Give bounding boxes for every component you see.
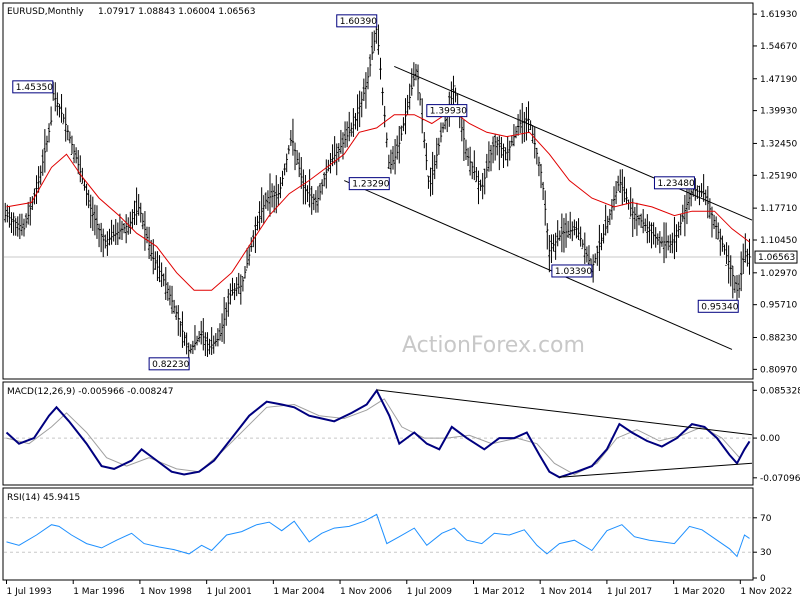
watermark: ActionForex.com bbox=[402, 333, 585, 358]
rsi-y-tick-label: 0 bbox=[760, 574, 766, 584]
x-tick-label: 1 Mar 2004 bbox=[273, 587, 325, 597]
moving-average-line bbox=[6, 109, 750, 291]
price-annotation-box bbox=[653, 176, 695, 190]
x-tick-label: 1 Nov 1998 bbox=[140, 587, 192, 597]
macd-y-tick-label: 0.00 bbox=[760, 434, 780, 444]
price-y-tick-label: 1.25190 bbox=[760, 171, 797, 181]
current-price-label: 1.06563 bbox=[758, 253, 795, 263]
price-trend-line bbox=[344, 180, 733, 350]
ohlc-values: 1.07917 1.08843 1.06004 1.06563 bbox=[98, 7, 255, 17]
price-y-tick-label: 1.47190 bbox=[760, 75, 797, 85]
macd-trend-line bbox=[376, 389, 753, 436]
price-trend-lines bbox=[344, 65, 753, 350]
price-annotation-label: 1.23290 bbox=[352, 180, 389, 190]
price-annotation-box bbox=[426, 104, 468, 118]
x-axis: 1 Jul 1993 1 Mar 1996 1 Nov 1998 1 Jul 2001… bbox=[6, 580, 792, 597]
rsi-line bbox=[6, 513, 750, 558]
price-panel-frame bbox=[2, 2, 754, 380]
price-y-axis: 0.80970 0.88230 0.95710 1.02970 1.10450 1.177… bbox=[753, 10, 798, 375]
macd-line bbox=[5, 388, 751, 479]
moving-average-path bbox=[6, 109, 750, 291]
price-y-tick-label: 0.95710 bbox=[760, 301, 797, 311]
current-price-box bbox=[754, 250, 798, 264]
x-tick-label: 1 Jul 2017 bbox=[607, 587, 652, 597]
price-annotation-label: 1.45350 bbox=[16, 83, 53, 93]
x-tick-label: 1 Nov 2014 bbox=[540, 587, 592, 597]
price-annotation-box bbox=[12, 80, 54, 94]
price-bars bbox=[4, 22, 751, 367]
rsi-series bbox=[4, 513, 752, 558]
macd-trend-line bbox=[559, 462, 753, 478]
price-y-tick-label: 1.54670 bbox=[760, 42, 797, 52]
price-annotation-box bbox=[336, 14, 378, 28]
macd-y-tick-label: 0.085328 bbox=[760, 386, 800, 396]
price-annotations: 1.45350 0.82230 1.60390 1.23290 1.39930 1.033… bbox=[12, 14, 739, 371]
x-tick-label: 1 Jul 1993 bbox=[7, 587, 52, 597]
price-annotation-box bbox=[148, 357, 190, 371]
x-tick-label: 1 Nov 2006 bbox=[340, 587, 392, 597]
price-y-tick-label: 0.88230 bbox=[760, 333, 797, 343]
price-y-tick-label: 1.10450 bbox=[760, 236, 797, 246]
price-y-tick-label: 0.80970 bbox=[760, 365, 797, 375]
rsi-y-axis: 70 30 0 bbox=[753, 514, 772, 584]
price-annotation-label: 1.03390 bbox=[555, 267, 592, 277]
price-annotation-box bbox=[551, 264, 593, 278]
rsi-y-tick-label: 30 bbox=[760, 548, 772, 558]
x-tick-label: 1 Mar 2020 bbox=[674, 587, 726, 597]
price-annotation-label: 1.60390 bbox=[340, 17, 377, 27]
price-y-tick-label: 1.39930 bbox=[760, 107, 797, 117]
price-annotation-label: 1.23480 bbox=[657, 179, 694, 189]
macd-panel-frame bbox=[2, 381, 754, 486]
price-y-tick-label: 1.17710 bbox=[760, 204, 797, 214]
macd-title: MACD(12,26,9) -0.005966 -0.008247 bbox=[7, 387, 173, 397]
price-y-tick-label: 1.32450 bbox=[760, 139, 797, 149]
x-tick-label: 1 Jul 2001 bbox=[207, 587, 252, 597]
price-y-tick-label: 1.02970 bbox=[760, 269, 797, 279]
rsi-panel-frame bbox=[2, 487, 754, 581]
x-tick-label: 1 Nov 2022 bbox=[740, 587, 792, 597]
rsi-title: RSI(14) 45.9415 bbox=[7, 493, 80, 503]
x-tick-label: 1 Mar 1996 bbox=[73, 587, 125, 597]
price-annotation-label: 0.95340 bbox=[701, 302, 738, 312]
x-tick-label: 1 Mar 2012 bbox=[473, 587, 524, 597]
rsi-y-tick-label: 70 bbox=[760, 514, 772, 524]
price-trend-line bbox=[394, 65, 753, 221]
price-annotation-label: 0.82230 bbox=[152, 360, 189, 370]
x-tick-label: 1 Jul 2009 bbox=[407, 587, 452, 597]
price-y-tick-label: 1.61930 bbox=[760, 10, 797, 20]
macd-series bbox=[4, 388, 753, 479]
price-annotation-box bbox=[348, 177, 390, 191]
price-annotation-box bbox=[697, 299, 739, 313]
chart-title: EURUSD,Monthly bbox=[7, 7, 84, 17]
price-annotation-label: 1.39930 bbox=[430, 107, 467, 117]
